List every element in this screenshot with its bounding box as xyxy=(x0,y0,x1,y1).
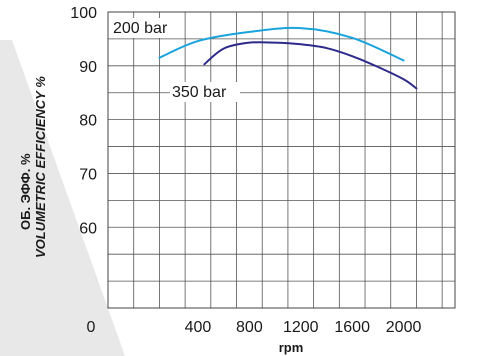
y-axis-title-en: VOLUMETRIC EFFICIENCY % xyxy=(33,76,48,258)
annotation-bg xyxy=(111,18,181,38)
y-axis-title-ru: ОБ. ЭФФ. % xyxy=(18,153,33,230)
tick-labels: 60 70 80 90 100 0 400 800 1200 1600 2000 xyxy=(70,5,421,336)
series-annotation-label: 200 bar xyxy=(113,20,168,37)
series-line-200-bar xyxy=(158,26,405,62)
plot-frame xyxy=(107,11,456,309)
x-tick-label: 0 xyxy=(87,319,96,336)
series-annotation-label: 350 bar xyxy=(172,84,227,101)
series-annotations: 200 bar 350 bar xyxy=(111,18,240,102)
series-lines xyxy=(158,26,418,90)
annotation-bg xyxy=(170,82,240,102)
y-tick-label: 100 xyxy=(70,5,97,22)
series-line-350-bar xyxy=(203,41,418,90)
x-tick-label: 800 xyxy=(236,319,263,336)
x-tick-label: 1600 xyxy=(334,319,370,336)
y-tick-label: 80 xyxy=(79,113,97,130)
y-tick-label: 60 xyxy=(79,220,97,237)
x-tick-label: 1200 xyxy=(283,319,319,336)
x-tick-label: 2000 xyxy=(386,319,422,336)
y-tick-label: 70 xyxy=(79,166,97,183)
grid xyxy=(107,11,456,309)
y-tick-label: 90 xyxy=(79,59,97,76)
x-axis-title: rpm xyxy=(279,340,304,355)
x-tick-label: 400 xyxy=(185,319,212,336)
